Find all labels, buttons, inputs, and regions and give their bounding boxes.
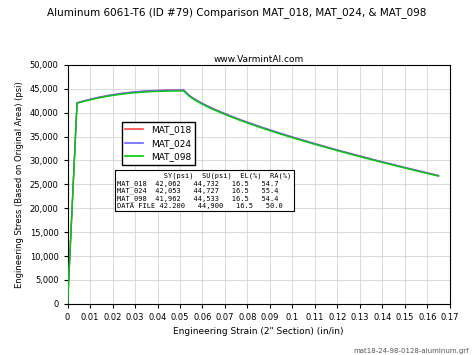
Legend: MAT_018, MAT_024, MAT_098: MAT_018, MAT_024, MAT_098 <box>122 122 194 165</box>
Title: www.VarmintAl.com: www.VarmintAl.com <box>214 55 304 64</box>
Y-axis label: Engineering Stress (Based on Original Area) (psi): Engineering Stress (Based on Original Ar… <box>15 81 24 288</box>
Text: mat18-24-98-0128-aluminum.grf: mat18-24-98-0128-aluminum.grf <box>354 348 469 354</box>
Text: Aluminum 6061-T6 (ID #79) Comparison MAT_018, MAT_024, & MAT_098: Aluminum 6061-T6 (ID #79) Comparison MAT… <box>47 7 427 18</box>
Text: SY(psi)  SU(psi)  EL(%)  RA(%)
MAT_018  42,062   44,732   16.5   54.7
MAT_024  4: SY(psi) SU(psi) EL(%) RA(%) MAT_018 42,0… <box>117 173 292 209</box>
X-axis label: Engineering Strain (2" Section) (in/in): Engineering Strain (2" Section) (in/in) <box>173 327 344 337</box>
